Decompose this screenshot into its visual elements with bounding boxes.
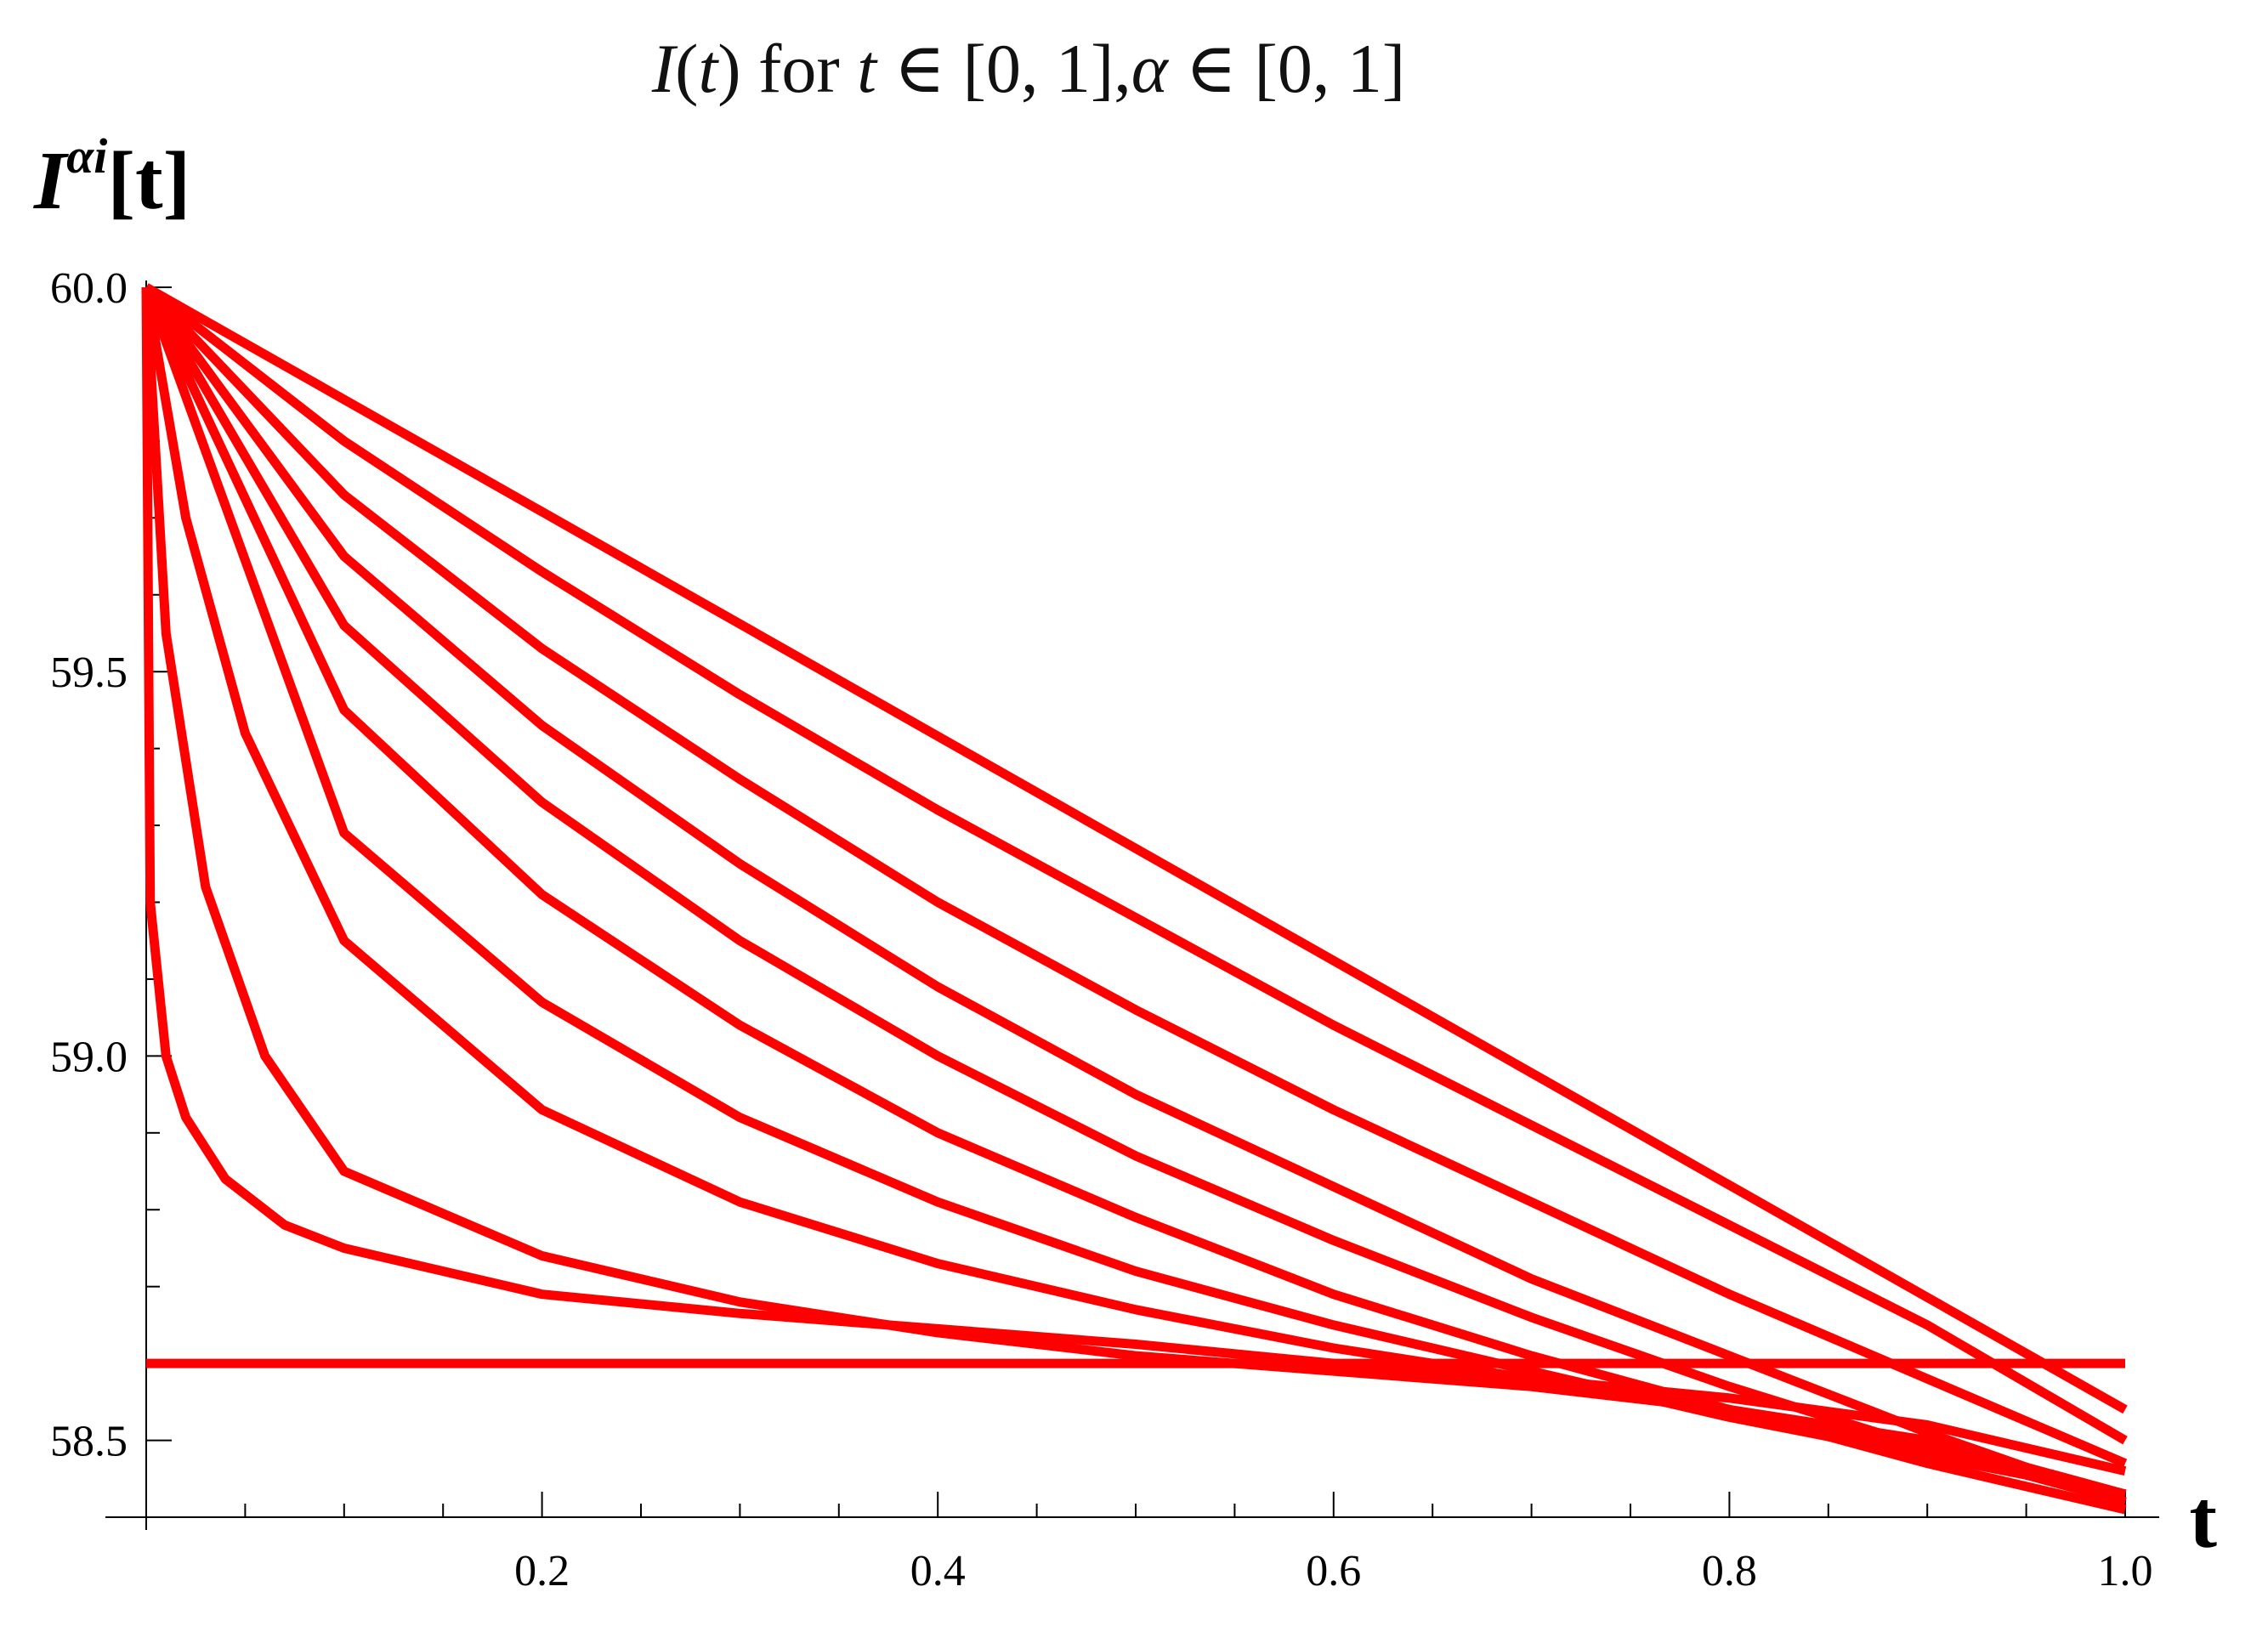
series-line-alpha-0-4 bbox=[141, 286, 2127, 1499]
title-i: I bbox=[651, 30, 678, 107]
series-line-alpha-0-1 bbox=[141, 286, 2127, 1476]
series-lines bbox=[141, 283, 2128, 1515]
chart-title: I(t) for t ∈ [0, 1],α ∈ [0, 1] bbox=[651, 30, 1405, 107]
y-tick-label: 59.5 bbox=[50, 649, 128, 697]
title-interval-t: ∈ [0, 1], bbox=[876, 30, 1131, 107]
y-ticks: 58.5 59.0 59.5 60.0 bbox=[50, 264, 172, 1518]
series-line-alpha-0-2 bbox=[141, 286, 2127, 1507]
series-line-alpha-0-5 bbox=[142, 285, 2127, 1515]
y-axis-label: Iαi[t] bbox=[33, 128, 190, 227]
x-tick-label: 0.4 bbox=[910, 1547, 966, 1595]
title-t2: t bbox=[857, 30, 878, 107]
ylabel-superscript: αi bbox=[66, 128, 107, 184]
title-for: for bbox=[741, 30, 858, 107]
title-t: t bbox=[698, 30, 719, 107]
ylabel-suffix: [t] bbox=[107, 135, 190, 227]
series-line-alpha-0-9 bbox=[143, 283, 2128, 1445]
title-open-paren: ( bbox=[675, 30, 698, 107]
series-line-alpha-0-3 bbox=[141, 286, 2127, 1499]
title-alpha: α bbox=[1131, 30, 1170, 107]
y-tick-label: 60.0 bbox=[50, 264, 128, 313]
x-tick-label: 1.0 bbox=[2098, 1547, 2153, 1595]
title-close-paren: ) bbox=[717, 30, 740, 107]
x-axis-label: t bbox=[2189, 1474, 2217, 1566]
x-tick-label: 0.6 bbox=[1306, 1547, 1361, 1595]
y-tick-label: 59.0 bbox=[50, 1033, 128, 1081]
y-tick-label: 58.5 bbox=[50, 1418, 128, 1466]
x-tick-label: 0.2 bbox=[514, 1547, 570, 1595]
ylabel-base: I bbox=[33, 135, 69, 227]
series-line-alpha-0-7 bbox=[142, 284, 2127, 1507]
x-tick-label: 0.8 bbox=[1702, 1547, 1757, 1595]
x-ticks: 0.2 0.4 0.6 0.8 1.0 bbox=[244, 1492, 2153, 1595]
series-line-alpha-0-8 bbox=[143, 284, 2128, 1468]
series-line-alpha-1 bbox=[144, 283, 2128, 1414]
title-interval-alpha: ∈ [0, 1] bbox=[1168, 30, 1405, 107]
